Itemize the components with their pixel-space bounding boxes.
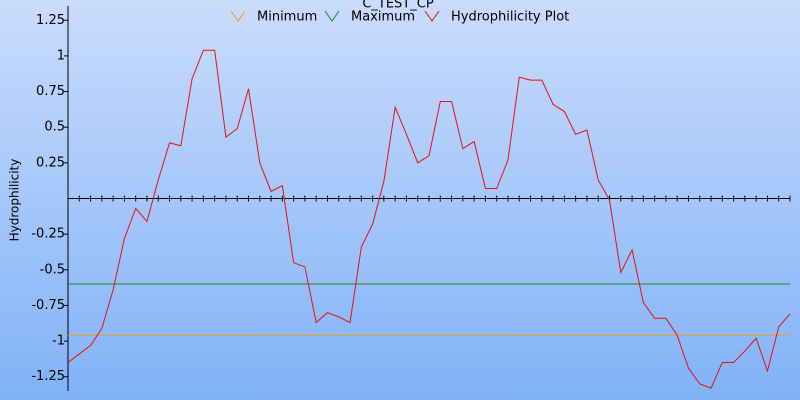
chart-title: C_TEST_CP [362, 0, 434, 12]
y-tick-label: 0.25 [36, 155, 65, 170]
y-tick-label: -0.25 [31, 227, 65, 242]
y-tick-label: 1.25 [36, 13, 65, 28]
y-tick-label: 1 [57, 48, 65, 63]
y-tick-label: -0.75 [31, 298, 65, 313]
y-tick-label: -0.5 [40, 262, 65, 277]
legend-icon [424, 10, 440, 22]
y-axis-label: Hydrophilicity [8, 159, 22, 242]
y-tick-label: -1.25 [31, 369, 65, 384]
legend-label: Hydrophilicity Plot [451, 10, 569, 25]
legend-label: Maximum [351, 10, 415, 25]
y-tick-label: -1 [52, 334, 65, 349]
data-line [67, 49, 791, 389]
legend-label: Minimum [257, 10, 317, 25]
legend-icon [324, 10, 340, 22]
y-tick-label: 0.75 [36, 84, 65, 99]
legend-icon [230, 10, 246, 22]
y-tick-label: 0.5 [44, 120, 65, 135]
